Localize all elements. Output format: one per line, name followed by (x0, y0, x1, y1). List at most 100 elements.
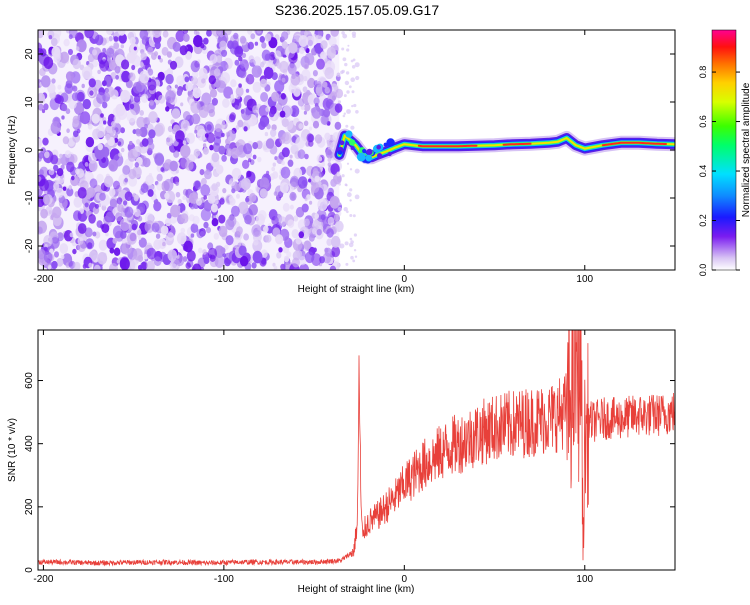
noise-blob (153, 51, 159, 57)
noise-blob (38, 30, 44, 39)
colorbar-label: Normalized spectral amplitude (741, 82, 750, 217)
noise-blob (140, 93, 149, 104)
noise-blob (278, 247, 283, 253)
spectrogram-ridge (332, 128, 675, 165)
noise-blob (322, 81, 328, 88)
noise-blob (139, 62, 144, 68)
noise-blob (240, 177, 251, 191)
noise-blob (330, 235, 341, 248)
noise-blob (311, 106, 322, 119)
noise-blob (138, 237, 147, 248)
noise-blob (355, 75, 360, 81)
noise-blob (287, 63, 297, 75)
ridge-core (601, 141, 667, 147)
y-tick-label: 0 (24, 567, 35, 573)
noise-blob (218, 145, 226, 155)
noise-blob (352, 58, 356, 62)
noise-blob (88, 160, 98, 172)
noise-blob (245, 197, 250, 203)
noise-blob (342, 114, 346, 118)
chart-title: S236.2025.157.05.09.G17 (274, 2, 440, 18)
noise-blob (40, 208, 48, 219)
y-tick-label: 200 (24, 498, 35, 515)
noise-blob (352, 214, 356, 218)
noise-blob (38, 138, 42, 146)
noise-blob (69, 232, 74, 238)
noise-blob (336, 72, 341, 78)
noise-blob (270, 128, 277, 137)
colorbar-tick-label: 0.4 (698, 165, 708, 178)
noise-blob (82, 98, 92, 110)
noise-blob (211, 183, 218, 192)
noise-blob (303, 218, 310, 227)
noise-blob (70, 154, 78, 164)
noise-blob (89, 90, 94, 96)
noise-blob (247, 41, 254, 50)
noise-blob (165, 73, 174, 85)
ridge-knot (377, 153, 383, 159)
noise-blob (162, 241, 166, 247)
noise-blob (204, 169, 212, 180)
noise-blob (249, 193, 257, 202)
noise-blob (303, 120, 309, 127)
noise-blob (104, 175, 114, 188)
noise-blob (106, 47, 115, 58)
noise-blob (337, 206, 343, 212)
noise-blob (141, 261, 148, 270)
noise-blob (263, 66, 274, 79)
noise-blob (254, 30, 263, 36)
noise-blob (103, 120, 107, 125)
noise-blob (133, 46, 137, 51)
noise-blob (84, 227, 93, 238)
snr-series-line (38, 330, 675, 567)
noise-blob (227, 215, 237, 227)
noise-blob (333, 213, 340, 222)
noise-blob (346, 90, 350, 94)
noise-blob (346, 48, 350, 52)
noise-blob (76, 168, 85, 178)
noise-blob (253, 56, 262, 67)
noise-blob (351, 90, 355, 94)
noise-blob (323, 108, 331, 118)
noise-blob (133, 195, 139, 202)
noise-blob (248, 158, 252, 163)
noise-blob (120, 230, 127, 239)
ridge-knot (365, 154, 373, 162)
noise-blob (282, 202, 290, 212)
noise-blob (183, 123, 188, 129)
noise-blob (175, 191, 181, 198)
ridge-knot (356, 152, 366, 162)
noise-blob (353, 103, 357, 108)
noise-blob (271, 91, 280, 102)
noise-blob (312, 168, 319, 175)
noise-blob (350, 77, 356, 82)
noise-blob (161, 46, 169, 56)
noise-blob (230, 97, 236, 104)
colorbar-gradient (711, 29, 737, 271)
noise-blob (268, 109, 275, 118)
noise-blob (117, 204, 124, 213)
noise-blob (159, 58, 163, 63)
noise-blob (235, 125, 240, 130)
noise-blob (295, 206, 305, 218)
noise-blob (230, 79, 237, 88)
noise-blob (320, 214, 326, 221)
noise-blob (306, 133, 314, 143)
noise-blob (133, 248, 143, 261)
noise-blob (124, 191, 133, 201)
noise-blob (64, 83, 74, 94)
noise-blob (308, 126, 313, 131)
noise-blob (281, 41, 288, 49)
noise-blob (279, 136, 286, 144)
noise-blob (123, 102, 131, 111)
noise-blob (273, 265, 278, 270)
y-tick-label: -20 (24, 238, 35, 253)
noise-blob (251, 224, 262, 238)
noise-blob (94, 146, 105, 160)
noise-blob (310, 182, 320, 194)
noise-blob (61, 115, 65, 120)
noise-blob (313, 247, 317, 253)
noise-blob (243, 126, 248, 132)
noise-blob (259, 188, 268, 198)
